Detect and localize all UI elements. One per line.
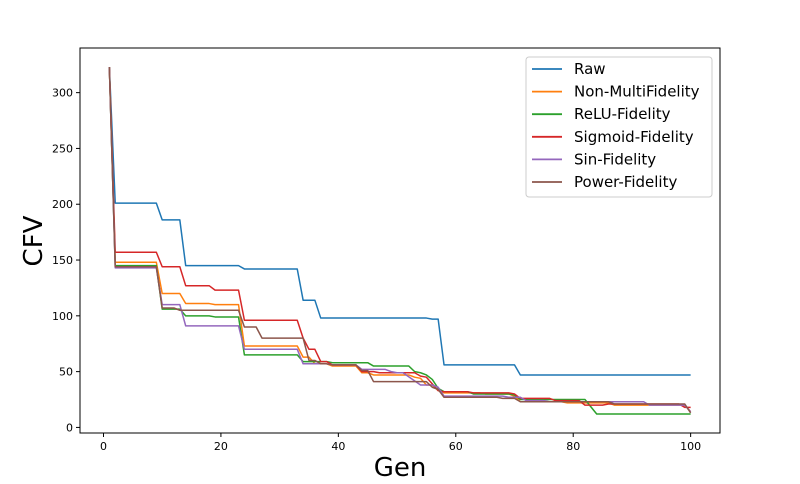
y-axis-ticks: 0 50 100 150 200 250 300 bbox=[52, 87, 80, 434]
x-tick-label: 20 bbox=[214, 440, 228, 453]
legend-label-4: Sin-Fidelity bbox=[574, 150, 656, 168]
legend-label-5: Power-Fidelity bbox=[574, 173, 677, 191]
y-tick-label: 0 bbox=[66, 421, 73, 434]
y-tick-label: 300 bbox=[52, 87, 73, 100]
x-axis-ticks: 0 20 40 60 80 100 bbox=[100, 433, 701, 453]
y-tick-label: 50 bbox=[59, 366, 73, 379]
series-line-3 bbox=[108, 66, 691, 409]
x-tick-label: 100 bbox=[680, 440, 701, 453]
legend-frame bbox=[525, 56, 713, 198]
x-axis-label: Gen bbox=[374, 453, 427, 480]
x-tick-label: 40 bbox=[331, 440, 345, 453]
y-tick-label: 150 bbox=[52, 254, 73, 267]
series-line-0 bbox=[108, 66, 691, 376]
plot-frame bbox=[79, 47, 721, 434]
x-tick-label: 60 bbox=[449, 440, 463, 453]
x-tick-label: 80 bbox=[566, 440, 580, 453]
y-axis-label: CFV bbox=[19, 215, 49, 266]
series-line-4 bbox=[108, 66, 692, 413]
y-tick-label: 250 bbox=[52, 142, 73, 155]
legend-label-3: Sigmoid-Fidelity bbox=[574, 128, 694, 146]
legend-label-0: Raw bbox=[574, 60, 606, 78]
y-tick-label: 200 bbox=[52, 198, 73, 211]
legend-label-2: ReLU-Fidelity bbox=[574, 105, 671, 123]
y-tick-label: 100 bbox=[52, 310, 73, 323]
chart-legend: Raw Non-MultiFidelity ReLU-Fidelity Sigmoid… bbox=[525, 56, 713, 198]
legend-label-1: Non-MultiFidelity bbox=[574, 83, 700, 101]
x-tick-label: 0 bbox=[100, 440, 107, 453]
series-line-2 bbox=[108, 66, 691, 415]
series-layer bbox=[108, 66, 692, 415]
series-line-5 bbox=[108, 66, 692, 414]
